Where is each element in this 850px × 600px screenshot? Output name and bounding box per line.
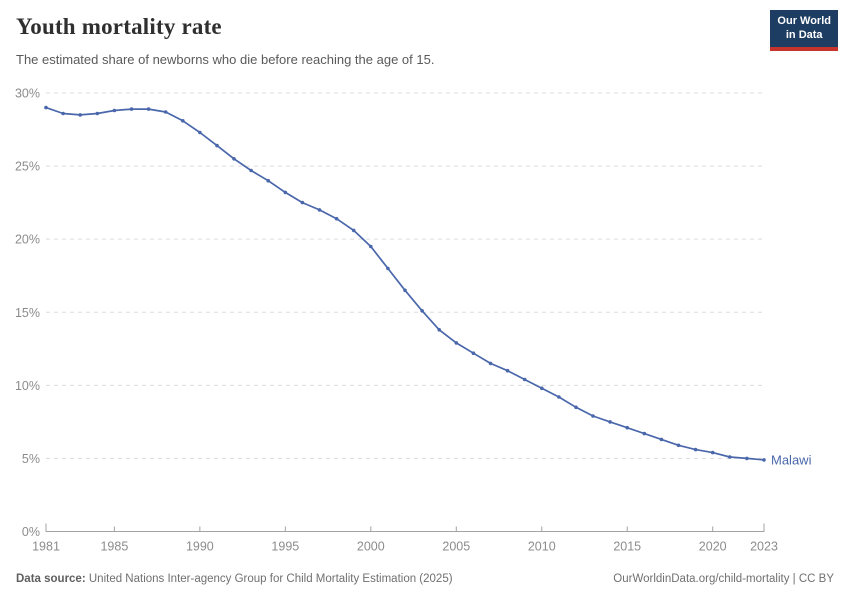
y-axis-tick-label: 10%	[15, 379, 40, 393]
data-point	[608, 420, 612, 424]
x-axis-tick-label: 2020	[699, 540, 727, 554]
data-source-label: Data source:	[16, 573, 86, 585]
data-point	[283, 190, 288, 195]
data-point	[181, 119, 185, 123]
x-axis-tick-label: 2015	[613, 540, 641, 554]
data-point	[676, 443, 681, 448]
y-axis-tick-label: 25%	[15, 160, 40, 174]
data-point	[403, 288, 407, 293]
owid-link[interactable]: OurWorldinData.org/child-mortality | CC …	[613, 573, 834, 585]
data-point	[454, 341, 459, 345]
data-point	[198, 130, 202, 135]
x-axis-tick-label: 2000	[357, 540, 385, 554]
data-point	[728, 455, 732, 459]
data-point	[591, 414, 595, 418]
data-point	[557, 395, 561, 399]
x-axis-tick-label: 2010	[528, 540, 556, 554]
data-point	[540, 386, 544, 391]
x-axis-tick-label: 1995	[271, 540, 299, 554]
data-point	[625, 425, 629, 430]
x-axis-tick-label: 2005	[442, 540, 470, 554]
data-point	[386, 266, 390, 271]
data-point	[693, 447, 698, 452]
data-point	[249, 168, 253, 173]
data-source-note: Data source: United Nations Inter-agency…	[16, 573, 453, 585]
data-point	[762, 458, 766, 462]
data-source-text: United Nations Inter-agency Group for Ch…	[85, 573, 453, 585]
data-point	[61, 111, 65, 116]
data-point	[420, 309, 424, 313]
y-axis-tick-label: 5%	[22, 452, 40, 466]
owid-logo[interactable]: Our World in Data	[770, 10, 838, 51]
data-point	[659, 437, 664, 442]
y-axis-tick-label: 0%	[22, 525, 40, 539]
x-axis-tick-label: 1985	[100, 540, 128, 554]
data-point	[163, 110, 168, 114]
page-title: Youth mortality rate	[16, 14, 222, 39]
y-axis-tick-label: 15%	[15, 306, 40, 320]
data-point	[351, 228, 356, 233]
owid-logo-line1: Our World	[777, 15, 831, 27]
x-axis-tick-label: 1981	[32, 540, 60, 554]
x-axis-tick-label: 2023	[750, 540, 778, 554]
chart-subtitle: The estimated share of newborns who die …	[16, 52, 435, 67]
owid-logo-line2: in Data	[785, 29, 823, 42]
data-point	[44, 105, 48, 110]
data-point	[78, 113, 82, 117]
data-point	[146, 107, 151, 111]
data-line[interactable]	[45, 106, 765, 461]
data-point	[710, 450, 715, 455]
data-point	[266, 178, 271, 183]
data-point	[437, 328, 442, 332]
data-point	[642, 431, 647, 436]
data-point	[112, 108, 117, 113]
series-entity-label[interactable]: Malawi	[771, 452, 812, 467]
data-point	[574, 405, 578, 410]
data-point	[232, 157, 236, 161]
y-axis-tick-label: 20%	[15, 233, 40, 247]
chart-footer: Data source: United Nations Inter-agency…	[16, 573, 834, 585]
data-point	[95, 111, 100, 116]
data-point	[745, 456, 749, 461]
data-point	[317, 208, 322, 212]
data-point	[369, 244, 373, 249]
data-point	[129, 107, 134, 111]
data-point	[215, 143, 219, 148]
data-point	[471, 351, 476, 356]
data-point	[334, 216, 339, 221]
data-point	[488, 361, 493, 366]
data-point	[300, 200, 305, 205]
y-axis-tick-label: 30%	[15, 87, 40, 101]
data-point	[522, 377, 527, 382]
x-axis-tick-label: 1990	[186, 540, 214, 554]
data-point	[505, 368, 510, 373]
